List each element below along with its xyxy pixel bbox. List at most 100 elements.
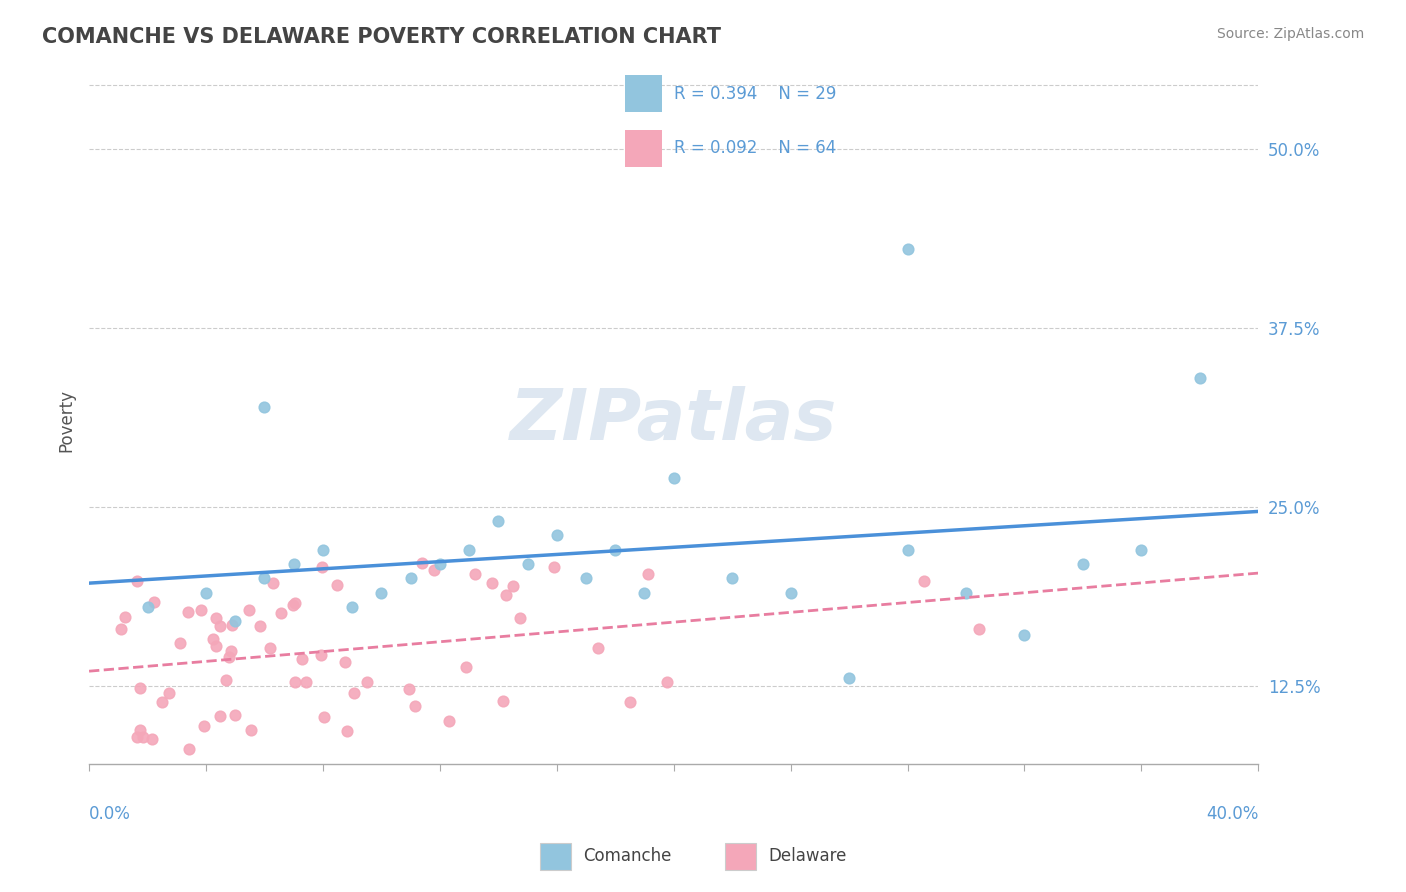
Point [1071, 557, 1094, 571]
FancyBboxPatch shape [540, 843, 571, 870]
Point [575, 571, 598, 585]
Point [370, 585, 392, 599]
Point [150, 695, 173, 709]
FancyBboxPatch shape [725, 843, 756, 870]
Point [295, 674, 318, 689]
Point [204, 610, 226, 624]
Point [253, 400, 276, 414]
Point [270, 606, 292, 620]
Text: R = 0.394    N = 29: R = 0.394 N = 29 [675, 85, 837, 103]
Text: COMANCHE VS DELAWARE POVERTY CORRELATION CHART: COMANCHE VS DELAWARE POVERTY CORRELATION… [42, 27, 721, 46]
Point [193, 719, 215, 733]
Point [404, 698, 426, 713]
Point [336, 724, 359, 739]
Point [458, 542, 481, 557]
Point [429, 557, 451, 571]
Point [284, 675, 307, 690]
Point [281, 598, 304, 612]
Point [141, 732, 163, 747]
Point [114, 610, 136, 624]
Point [219, 644, 242, 658]
Text: Source: ZipAtlas.com: Source: ZipAtlas.com [1216, 27, 1364, 41]
Point [309, 648, 332, 662]
Point [721, 571, 744, 585]
Point [662, 471, 685, 485]
Point [633, 585, 655, 599]
Point [312, 542, 335, 557]
Point [343, 686, 366, 700]
Point [314, 710, 336, 724]
Point [399, 571, 422, 585]
Point [495, 588, 517, 602]
Point [333, 655, 356, 669]
Point [422, 563, 444, 577]
Point [896, 242, 918, 256]
Point [142, 595, 165, 609]
Point [588, 640, 610, 655]
Point [259, 641, 281, 656]
Point [110, 622, 132, 636]
Point [502, 579, 524, 593]
Point [912, 574, 935, 588]
Point [253, 571, 276, 585]
Point [204, 639, 226, 653]
Point [128, 723, 150, 737]
Point [779, 585, 801, 599]
Point [177, 742, 200, 756]
Point [224, 614, 246, 628]
Point [492, 694, 515, 708]
Point [132, 731, 155, 745]
Point [967, 622, 990, 636]
Y-axis label: Poverty: Poverty [58, 389, 75, 452]
Point [125, 730, 148, 744]
Point [125, 574, 148, 588]
Point [190, 603, 212, 617]
Point [311, 559, 333, 574]
FancyBboxPatch shape [624, 75, 662, 112]
Point [291, 652, 314, 666]
Text: 40.0%: 40.0% [1206, 805, 1258, 823]
Point [456, 659, 478, 673]
Point [249, 619, 271, 633]
Point [356, 674, 378, 689]
Point [655, 675, 678, 690]
Point [619, 695, 641, 709]
Text: Delaware: Delaware [768, 847, 846, 865]
Point [195, 585, 218, 599]
Point [340, 599, 363, 614]
Point [224, 708, 246, 723]
Point [201, 632, 224, 647]
Point [262, 576, 284, 591]
Point [481, 575, 503, 590]
Point [516, 557, 538, 571]
Point [169, 636, 191, 650]
Point [238, 603, 260, 617]
Text: R = 0.092    N = 64: R = 0.092 N = 64 [675, 139, 837, 157]
Point [218, 649, 240, 664]
Point [215, 673, 238, 687]
Point [1130, 542, 1153, 557]
Point [208, 709, 231, 723]
Point [605, 542, 627, 557]
Point [1188, 371, 1211, 385]
Point [411, 556, 433, 570]
Point [398, 682, 420, 697]
Point [543, 560, 565, 574]
Point [437, 714, 460, 729]
Text: 0.0%: 0.0% [89, 805, 131, 823]
Point [326, 578, 349, 592]
Point [637, 566, 659, 581]
Point [509, 611, 531, 625]
Point [128, 681, 150, 696]
Point [136, 599, 159, 614]
Point [284, 596, 307, 610]
Point [486, 514, 509, 528]
Point [239, 723, 262, 738]
Point [209, 619, 232, 633]
Point [177, 605, 200, 619]
Point [838, 672, 860, 686]
Point [546, 528, 568, 542]
Point [1014, 628, 1036, 642]
Point [955, 585, 977, 599]
Text: Comanche: Comanche [583, 847, 672, 865]
